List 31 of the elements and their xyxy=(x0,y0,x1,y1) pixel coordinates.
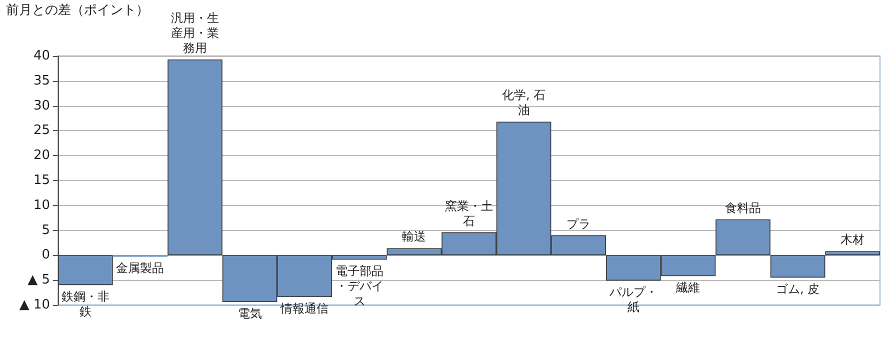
y-tick-label: 5 xyxy=(42,222,50,238)
x-tick-label: 汎用・生産用・業務用 xyxy=(171,10,219,55)
x-tick-label: 化学, 石油 xyxy=(502,88,546,118)
x-tick-label: パルプ・紙 xyxy=(608,285,658,314)
y-axis-title: 前月との差（ポイント） xyxy=(6,3,149,18)
x-tick-label: 輸送 xyxy=(402,230,426,244)
bar xyxy=(770,255,826,278)
bar xyxy=(825,251,880,256)
x-tick-label: プラ xyxy=(566,216,591,231)
y-tick-label: 40 xyxy=(33,48,50,64)
bar xyxy=(716,219,770,256)
y-tick-label: 15 xyxy=(33,173,50,188)
y-tick-label: 25 xyxy=(33,123,50,138)
x-tick-label: 電子部品・デバイス xyxy=(335,264,384,308)
x-tick-label: 金属製品 xyxy=(116,261,164,276)
x-tick-label: 木材 xyxy=(840,232,865,247)
x-tick-label: 電気 xyxy=(238,306,262,321)
y-tick-label: 0 xyxy=(42,248,50,263)
x-tick-label: 食料品 xyxy=(725,200,761,215)
y-tick-label: 20 xyxy=(33,148,50,164)
bar xyxy=(168,59,222,256)
x-tick-label: 情報通信 xyxy=(280,302,329,316)
y-tick-label: 10 xyxy=(33,198,50,213)
x-tick-label: 鉄鋼・非鉄 xyxy=(61,290,110,319)
x-tick-label: ゴム, 皮 xyxy=(776,282,820,296)
x-tick-label: 窯業・土石 xyxy=(445,198,493,228)
y-tick-label: ▲ 5 xyxy=(28,272,50,288)
y-tick-label: ▲ 10 xyxy=(19,298,50,312)
y-tick-label: 30 xyxy=(33,98,50,114)
y-tick-label: 35 xyxy=(33,73,50,88)
x-tick-label: 繊維 xyxy=(675,280,700,295)
